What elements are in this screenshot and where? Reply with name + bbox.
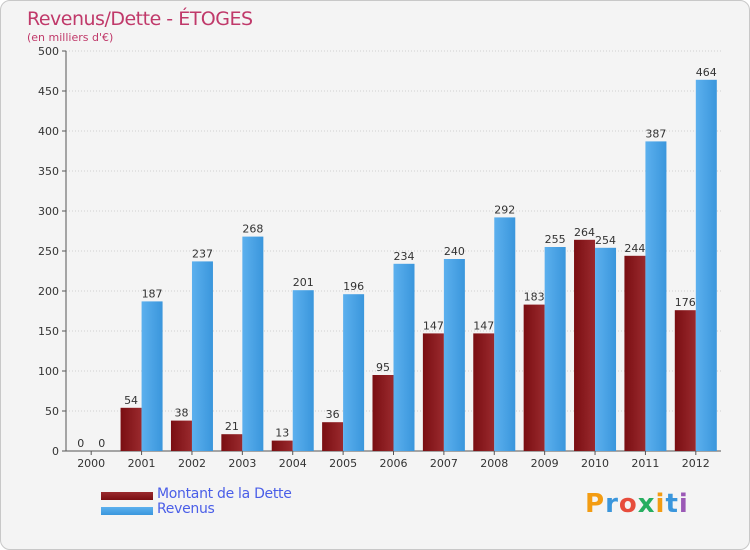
data-label-revenue: 234 [394, 250, 415, 263]
bar-revenue [544, 247, 566, 451]
data-label-revenue: 292 [494, 203, 515, 216]
logo-letter: t [665, 489, 679, 519]
bar-debt [523, 304, 545, 451]
data-label-revenue: 268 [242, 223, 263, 236]
data-label-debt: 54 [124, 394, 138, 407]
x-tick-label: 2003 [228, 457, 256, 470]
y-tick-label: 500 [38, 45, 59, 58]
logo-letter: P [585, 489, 606, 519]
data-label-revenue: 240 [444, 245, 465, 258]
logo-letter: r [605, 489, 619, 519]
bar-debt [120, 407, 142, 451]
x-tick-label: 2012 [682, 457, 710, 470]
y-tick-label: 0 [52, 445, 59, 458]
data-label-debt: 21 [225, 420, 239, 433]
y-tick-label: 450 [38, 85, 59, 98]
data-label-debt: 13 [275, 427, 289, 440]
y-tick-label: 50 [45, 405, 59, 418]
chart-title: Revenus/Dette - ÉTOGES [27, 8, 253, 30]
bar-debt [372, 375, 394, 451]
data-label-debt: 38 [174, 407, 188, 420]
x-tick-label: 2002 [178, 457, 206, 470]
y-tick-label: 350 [38, 165, 59, 178]
legend-label-debt: Montant de la Dette [157, 486, 292, 502]
logo-letter: i [678, 489, 689, 519]
data-label-revenue: 201 [293, 276, 314, 289]
x-tick-label: 2000 [77, 457, 105, 470]
x-tick-label: 2007 [430, 457, 458, 470]
bar-revenue [393, 263, 415, 451]
bar-debt [422, 333, 444, 451]
bar-revenue [443, 259, 465, 451]
x-tick-label: 2009 [531, 457, 559, 470]
y-tick-label: 300 [38, 205, 59, 218]
data-label-revenue: 255 [545, 233, 566, 246]
data-label-debt: 95 [376, 361, 390, 374]
y-tick-label: 100 [38, 365, 59, 378]
legend-swatch-debt [101, 492, 153, 500]
proxiti-logo: Proxiti [585, 489, 689, 519]
data-label-debt: 183 [524, 291, 545, 304]
bar-debt [674, 310, 696, 451]
y-tick-label: 150 [38, 325, 59, 338]
x-tick-label: 2004 [279, 457, 307, 470]
bar-revenue [191, 261, 213, 451]
data-label-debt: 264 [574, 226, 595, 239]
x-tick-label: 2010 [581, 457, 609, 470]
x-tick-label: 2011 [631, 457, 659, 470]
logo-letter: x [637, 489, 656, 519]
data-label-revenue: 254 [595, 234, 616, 247]
bar-revenue [343, 294, 365, 451]
y-tick-label: 400 [38, 125, 59, 138]
data-label-revenue: 464 [696, 66, 717, 79]
data-label-revenue: 387 [645, 127, 666, 140]
legend-swatch-revenue [101, 507, 153, 515]
bar-revenue [645, 141, 667, 451]
y-tick-label: 250 [38, 245, 59, 258]
bar-debt [170, 420, 192, 451]
bar-revenue [695, 79, 717, 452]
bar-debt [271, 440, 293, 451]
chart-subtitle: (en milliers d'€) [27, 31, 114, 44]
bar-revenue [494, 217, 516, 451]
bar-revenue [292, 290, 314, 451]
bar-debt [574, 239, 596, 451]
bar-revenue [141, 301, 163, 451]
data-label-revenue: 237 [192, 247, 213, 260]
x-tick-label: 2005 [329, 457, 357, 470]
bar-debt [221, 434, 243, 451]
data-label-revenue: 196 [343, 280, 364, 293]
data-label-debt: 147 [473, 319, 494, 332]
data-label-debt: 176 [675, 296, 696, 309]
bar-debt [624, 255, 646, 451]
legend-label-revenue: Revenus [157, 501, 215, 517]
x-tick-label: 2008 [480, 457, 508, 470]
logo-letter: i [655, 489, 666, 519]
data-label-debt: 244 [624, 242, 645, 255]
data-label-debt: 36 [326, 408, 340, 421]
bar-debt [473, 333, 495, 451]
logo-letter: o [618, 489, 638, 519]
data-label-revenue: 187 [142, 287, 163, 300]
data-label-revenue: 0 [98, 437, 105, 450]
data-label-debt: 147 [423, 319, 444, 332]
bar-revenue [595, 247, 617, 451]
y-tick-label: 200 [38, 285, 59, 298]
x-tick-label: 2006 [380, 457, 408, 470]
x-tick-label: 2001 [128, 457, 156, 470]
bar-debt [322, 422, 344, 451]
bar-revenue [242, 236, 264, 451]
data-label-debt: 0 [77, 437, 84, 450]
